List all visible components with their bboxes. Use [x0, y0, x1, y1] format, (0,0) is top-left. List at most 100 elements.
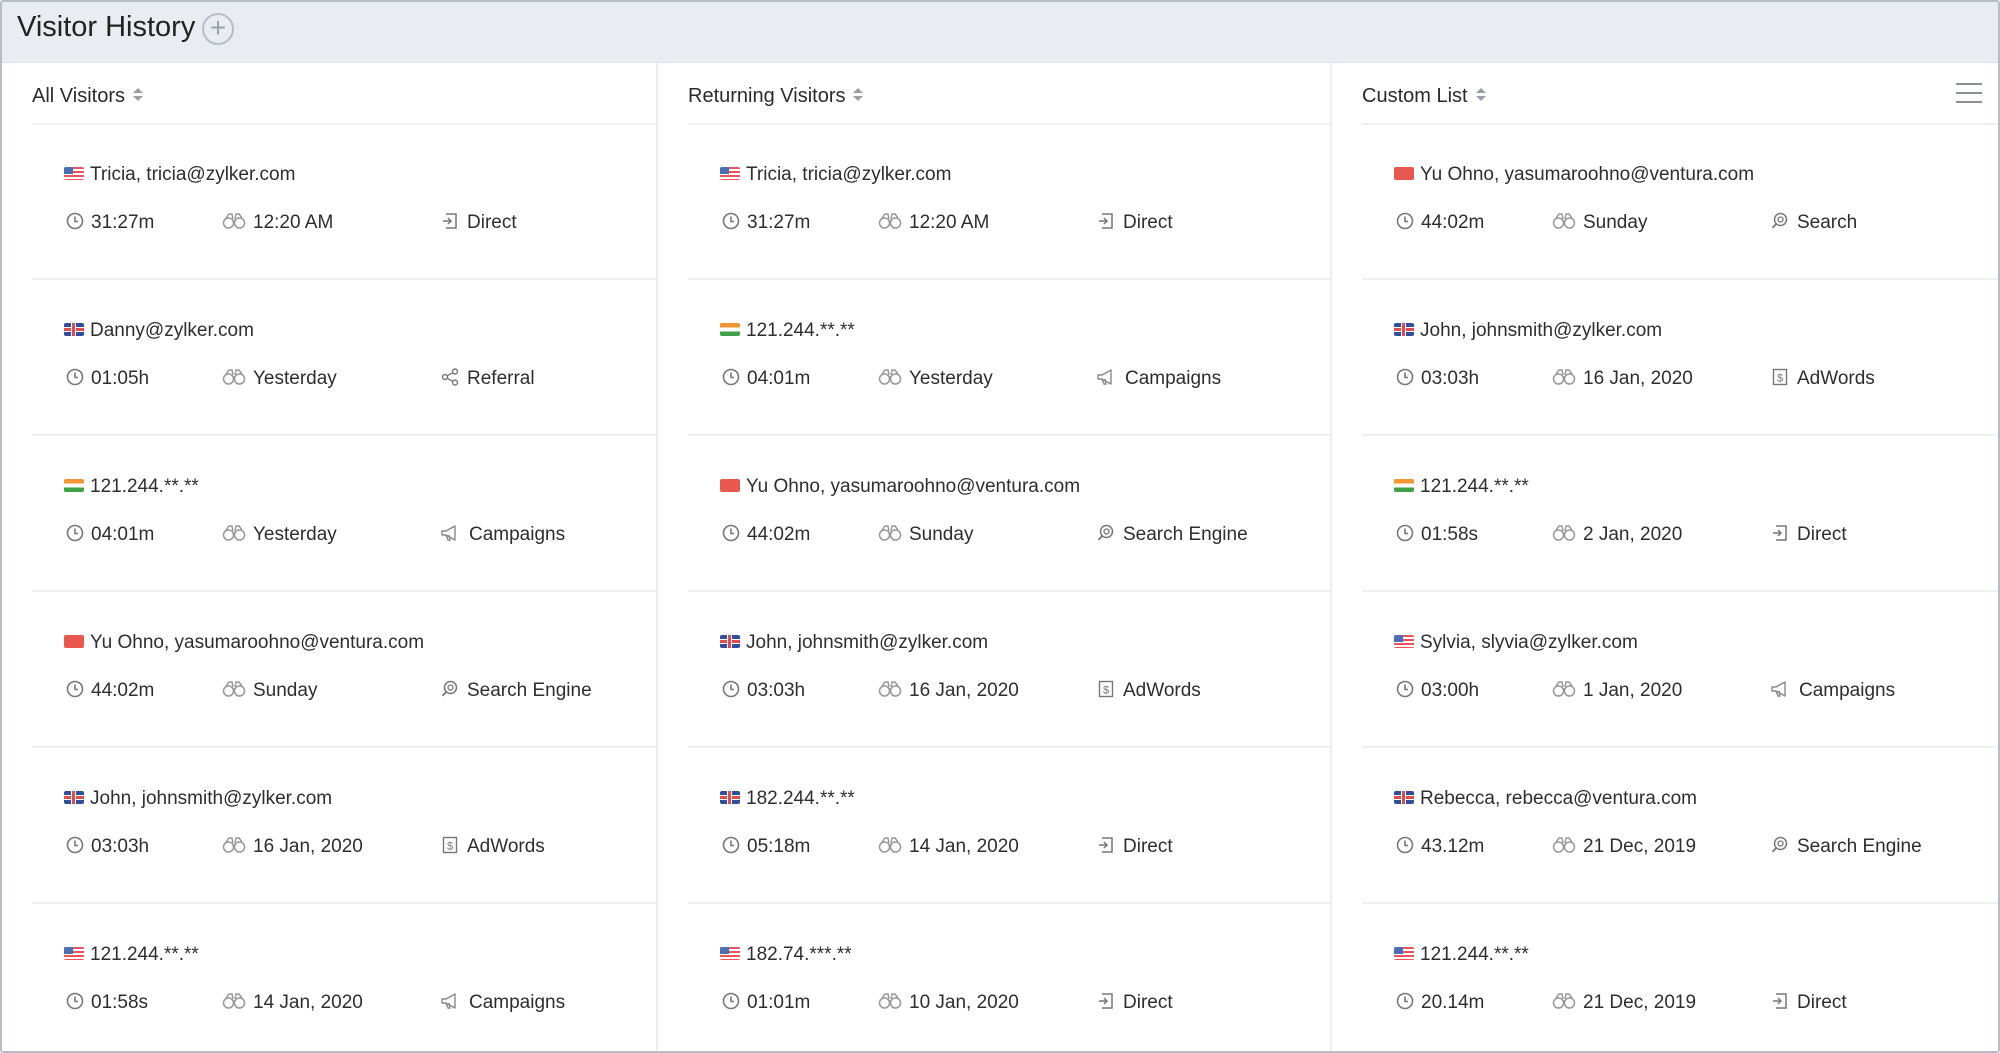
- visitor-row[interactable]: Yu Ohno, yasumaroohno@ventura.com 44:02m S…: [32, 592, 656, 748]
- column-sort-header[interactable]: Returning Visitors: [688, 85, 864, 108]
- visitor-name-text: Tricia, tricia@zylker.com: [746, 164, 952, 185]
- traffic-source: Search Engine: [1096, 524, 1248, 546]
- referral-icon: [440, 367, 460, 387]
- visitor-row[interactable]: John, johnsmith@zylker.com 03:03h 16 Jan, …: [688, 592, 1330, 748]
- visitor-name-text: Yu Ohno, yasumaroohno@ventura.com: [1420, 164, 1755, 185]
- visitor-row[interactable]: John, johnsmith@zylker.com 03:03h 16 Jan, …: [1362, 280, 1998, 436]
- traffic-source: Search Engine: [440, 680, 592, 702]
- clock-icon: [66, 368, 84, 386]
- last-visit-text: 16 Jan, 2020: [909, 680, 1019, 701]
- visitor-name: Danny@zylker.com: [64, 320, 254, 342]
- visitor-row[interactable]: 121.244.**.** 20.14m 21 Dec, 2019 Direct: [1362, 904, 1998, 1051]
- direct-icon: [1096, 991, 1116, 1011]
- search-engine-icon: [440, 679, 460, 699]
- visitor-row[interactable]: 121.244.**.** 04:01m Yesterday Campaigns: [688, 280, 1330, 436]
- traffic-source-text: AdWords: [1123, 680, 1201, 701]
- svg-text:$: $: [1777, 373, 1783, 385]
- visitor-name: John, johnsmith@zylker.com: [1394, 320, 1662, 342]
- svg-text:$: $: [447, 841, 453, 853]
- visitor-row[interactable]: Yu Ohno, yasumaroohno@ventura.com 44:02m S…: [1362, 124, 1998, 280]
- last-visit-text: 12:20 AM: [253, 212, 334, 233]
- campaigns-icon: [1096, 367, 1118, 387]
- visit-duration: 01:58s: [1396, 524, 1478, 546]
- column-sort-header[interactable]: Custom List: [1362, 85, 1486, 108]
- visitor-name-text: Sylvia, slyvia@zylker.com: [1420, 632, 1638, 653]
- visit-duration: 44:02m: [66, 680, 154, 702]
- clock-icon: [66, 992, 84, 1010]
- visit-duration-text: 44:02m: [1421, 212, 1485, 233]
- clock-icon: [66, 212, 84, 230]
- traffic-source-text: Search: [1797, 212, 1858, 233]
- visit-duration-text: 05:18m: [747, 836, 811, 857]
- binoculars-icon: [222, 212, 246, 230]
- clock-icon: [722, 212, 740, 230]
- visitor-row[interactable]: 182.244.**.** 05:18m 14 Jan, 2020 Direct: [688, 748, 1330, 904]
- flag-cn-icon: [720, 478, 740, 492]
- traffic-source-text: Referral: [467, 368, 535, 389]
- binoculars-icon: [878, 680, 902, 698]
- last-visit: 14 Jan, 2020: [878, 836, 1019, 858]
- add-list-button[interactable]: +: [202, 13, 234, 45]
- visitor-row[interactable]: Danny@zylker.com 01:05h Yesterday Referral: [32, 280, 656, 436]
- traffic-source: Search Engine: [1770, 836, 1922, 858]
- traffic-source-text: AdWords: [467, 836, 545, 857]
- binoculars-icon: [1552, 368, 1576, 386]
- traffic-source: Campaigns: [440, 524, 565, 546]
- last-visit-text: 14 Jan, 2020: [253, 992, 363, 1013]
- menu-icon[interactable]: [1956, 83, 1982, 105]
- visit-duration: 04:01m: [722, 368, 810, 390]
- sort-icon[interactable]: [853, 88, 864, 102]
- sort-icon[interactable]: [133, 88, 143, 102]
- traffic-source-text: Campaigns: [469, 524, 566, 545]
- last-visit: Yesterday: [222, 368, 337, 390]
- visitor-name-text: 121.244.**.**: [1420, 944, 1529, 965]
- column-divider: [656, 63, 658, 1051]
- visitor-name: Rebecca, rebecca@ventura.com: [1394, 788, 1697, 810]
- traffic-source: Direct: [1770, 992, 1847, 1014]
- visit-duration: 01:01m: [722, 992, 810, 1014]
- page-title: Visitor History: [17, 11, 196, 43]
- search-engine-icon: [1770, 835, 1790, 855]
- visit-duration-text: 01:05h: [91, 368, 150, 389]
- binoculars-icon: [222, 524, 246, 542]
- last-visit-text: 21 Dec, 2019: [1583, 992, 1697, 1013]
- visitor-row[interactable]: 182.74.***.** 01:01m 10 Jan, 2020 Direct: [688, 904, 1330, 1051]
- clock-icon: [1396, 212, 1414, 230]
- last-visit-text: 12:20 AM: [909, 212, 990, 233]
- visitor-row[interactable]: Tricia, tricia@zylker.com 31:27m 12:20 AM D…: [32, 124, 656, 280]
- adwords-icon: $: [1096, 679, 1116, 699]
- column-sort-header[interactable]: All Visitors: [32, 85, 143, 108]
- visitor-row[interactable]: 121.244.**.** 01:58s 2 Jan, 2020 Direct: [1362, 436, 1998, 592]
- visitor-name-text: 182.74.***.**: [746, 944, 852, 965]
- visitor-row[interactable]: John, johnsmith@zylker.com 03:03h 16 Jan, …: [32, 748, 656, 904]
- visitor-row[interactable]: Yu Ohno, yasumaroohno@ventura.com 44:02m S…: [688, 436, 1330, 592]
- binoculars-icon: [222, 836, 246, 854]
- last-visit: Yesterday: [878, 368, 993, 390]
- visitor-name-text: 121.244.**.**: [90, 944, 199, 965]
- visitor-name: 121.244.**.**: [1394, 944, 1529, 966]
- search-engine-icon: [1096, 523, 1116, 543]
- flag-us-icon: [64, 946, 84, 960]
- sort-icon[interactable]: [1475, 88, 1486, 102]
- visitor-row[interactable]: Sylvia, slyvia@zylker.com 03:00h 1 Jan, 20…: [1362, 592, 1998, 748]
- visit-duration: 31:27m: [722, 212, 810, 234]
- column-title: Custom List: [1362, 85, 1468, 107]
- visitor-row[interactable]: Tricia, tricia@zylker.com 31:27m 12:20 AM D…: [688, 124, 1330, 280]
- traffic-source-text: Direct: [1123, 836, 1173, 857]
- visitor-name-text: Danny@zylker.com: [90, 320, 254, 341]
- visitor-row[interactable]: 121.244.**.** 04:01m Yesterday Campaigns: [32, 436, 656, 592]
- visit-duration-text: 03:03h: [1421, 368, 1480, 389]
- visit-duration-text: 03:00h: [1421, 680, 1480, 701]
- last-visit-text: 1 Jan, 2020: [1583, 680, 1683, 701]
- visitor-name: Yu Ohno, yasumaroohno@ventura.com: [720, 476, 1080, 498]
- last-visit-text: 16 Jan, 2020: [253, 836, 363, 857]
- traffic-source: Campaigns: [440, 992, 565, 1014]
- traffic-source-text: Campaigns: [469, 992, 566, 1013]
- visitor-name: 121.244.**.**: [1394, 476, 1529, 498]
- visitor-row[interactable]: Rebecca, rebecca@ventura.com 43.12m 21 Dec…: [1362, 748, 1998, 904]
- header-divider: [1362, 123, 1998, 125]
- visitor-row[interactable]: 121.244.**.** 01:58s 14 Jan, 2020 Campaigns: [32, 904, 656, 1051]
- direct-icon: [440, 211, 460, 231]
- clock-icon: [66, 524, 84, 542]
